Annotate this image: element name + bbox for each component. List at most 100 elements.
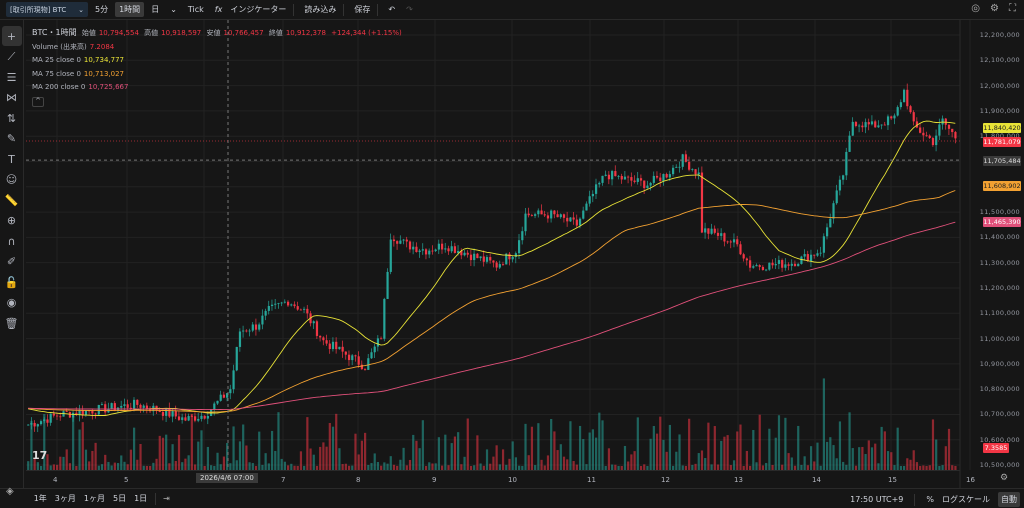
trash-icon[interactable]: 🗑: [4, 316, 19, 330]
volume-bar: [149, 466, 152, 470]
candle: [585, 203, 588, 211]
layers-icon[interactable]: ◈: [6, 486, 14, 497]
volume-bar: [867, 440, 870, 470]
low-value: 10,766,457: [223, 29, 264, 37]
trendline-icon[interactable]: ⟋: [7, 49, 16, 63]
interval-1h-button[interactable]: 1時間: [115, 2, 145, 17]
undo-icon[interactable]: ↶: [388, 5, 396, 14]
lock-icon[interactable]: 🔓: [4, 275, 19, 289]
volume-bar: [463, 456, 466, 470]
candle: [68, 412, 72, 418]
emoji-icon[interactable]: ☺: [5, 173, 18, 186]
load-button[interactable]: 読み込み: [304, 5, 337, 14]
volume-bar: [765, 462, 768, 470]
price-tick-label: 11,300,000: [979, 258, 1020, 267]
candle: [258, 324, 261, 330]
volume-bar: [742, 465, 745, 470]
interval-day-button[interactable]: 日: [151, 5, 160, 14]
bottom-toolbar: ◈ 1年 3ヶ月 1ヶ月 5日 1日 ⇥ 17:50 UTC+9 % ログスケー…: [0, 486, 1024, 508]
volume-bar: [944, 446, 947, 470]
candle: [283, 301, 286, 303]
candle: [941, 118, 944, 125]
volume-bar: [165, 434, 168, 470]
price-tick-label: 11,900,000: [979, 106, 1020, 115]
volume-bar: [75, 465, 78, 470]
forecast-icon[interactable]: ⇅: [6, 111, 17, 125]
volume-bar: [655, 433, 659, 470]
volume-bar: [527, 455, 530, 470]
candle: [912, 112, 915, 122]
clock-timezone[interactable]: 17:50 UTC+9: [850, 495, 904, 504]
percent-scale-button[interactable]: %: [926, 495, 934, 504]
volume-bar: [322, 442, 325, 470]
crosshair-price-badge: 11,705,484: [983, 156, 1021, 166]
candle: [758, 265, 761, 267]
interval-dropdown-icon[interactable]: ⌄: [170, 5, 177, 14]
range-3m-button[interactable]: 3ヶ月: [54, 494, 76, 503]
candle: [639, 178, 643, 181]
symbol-selector[interactable]: [取引所現物] BTC ⌄: [6, 2, 88, 17]
candle: [174, 411, 177, 417]
pattern-icon[interactable]: ⋈: [6, 91, 17, 104]
auto-scale-button[interactable]: 自動: [998, 492, 1020, 507]
price-tick-label: 12,100,000: [979, 56, 1020, 65]
fullscreen-icon[interactable]: ⛶: [1009, 3, 1016, 14]
volume-bar: [476, 435, 479, 470]
candle: [197, 418, 200, 421]
range-1y-button[interactable]: 1年: [33, 494, 47, 503]
range-1d-button[interactable]: 1日: [134, 494, 148, 503]
interval-5m-button[interactable]: 5分: [95, 5, 109, 14]
eye-icon[interactable]: ◉: [6, 296, 17, 309]
brush-icon[interactable]: ✎: [6, 132, 17, 145]
candle: [919, 127, 922, 133]
candle: [94, 413, 97, 415]
magnet-icon[interactable]: ∩: [7, 234, 16, 248]
indicators-button[interactable]: インジケーター: [230, 5, 287, 14]
candle: [947, 124, 951, 129]
tick-button[interactable]: Tick: [187, 5, 204, 14]
zoom-in-icon[interactable]: ⊕: [6, 214, 17, 227]
range-5d-button[interactable]: 5日: [112, 494, 127, 503]
axis-settings-icon[interactable]: ⚙: [1000, 473, 1009, 483]
candle: [457, 251, 460, 253]
candle: [216, 400, 219, 404]
candle: [604, 174, 607, 176]
volume-bar: [65, 449, 68, 470]
text-icon[interactable]: T: [8, 152, 15, 166]
volume-bar: [482, 465, 485, 470]
redo-icon[interactable]: ↷: [406, 5, 413, 14]
crosshair-icon[interactable]: +: [1, 26, 22, 46]
volume-bar: [870, 447, 874, 470]
lock-drawing-icon[interactable]: ✐: [6, 255, 17, 268]
range-1m-button[interactable]: 1ヶ月: [83, 494, 105, 503]
collapse-legend-button[interactable]: ^: [32, 96, 44, 107]
volume-bar: [245, 445, 248, 470]
candle: [835, 190, 838, 204]
goto-date-icon[interactable]: ⇥: [163, 494, 170, 503]
settings-gear-icon[interactable]: ⚙: [990, 3, 999, 14]
volume-bar: [344, 463, 347, 470]
ma200-price-badge: 11,465,390: [983, 217, 1021, 227]
candle: [803, 254, 806, 257]
snapshot-icon[interactable]: ◎: [971, 3, 981, 14]
time-axis[interactable]: 4 5 2026/4/6 07:00 7 8 9 10 11 12 13 14 …: [26, 470, 975, 488]
price-tick-label: 11,800,000: [980, 132, 1020, 140]
price-tick-label: 11,000,000: [979, 334, 1020, 343]
parallel-lines-icon[interactable]: ☰: [6, 70, 17, 84]
ruler-icon[interactable]: 📏: [4, 193, 19, 207]
volume-bar: [479, 463, 482, 470]
time-label: 15: [888, 476, 897, 484]
fx-icon[interactable]: fx: [214, 5, 223, 14]
candle: [655, 175, 659, 178]
save-button[interactable]: 保存: [354, 5, 371, 14]
candle: [774, 263, 777, 266]
volume-bar: [213, 465, 216, 470]
log-scale-button[interactable]: ログスケール: [942, 495, 990, 504]
candle: [951, 128, 954, 133]
candle: [540, 210, 543, 215]
time-label: 4: [53, 476, 58, 484]
volume-bar: [306, 417, 309, 470]
volume-bar: [492, 456, 495, 470]
volume-bar: [193, 464, 197, 470]
